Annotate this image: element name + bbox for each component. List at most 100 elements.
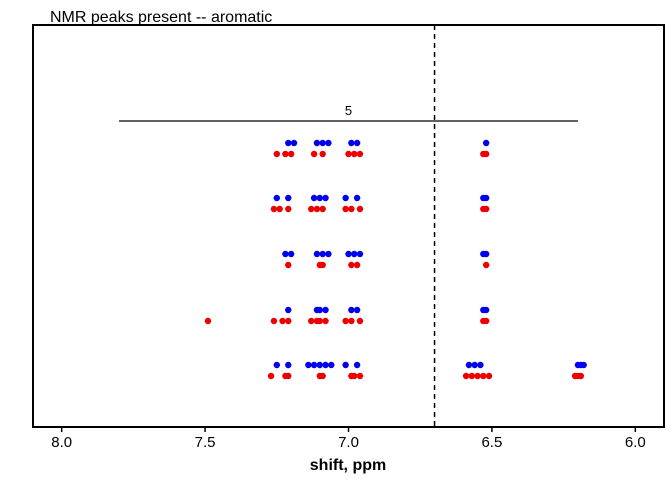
red-point-row4-7: [316, 317, 324, 325]
blue-point-row2-1: [273, 194, 280, 202]
blue-point-row5-7: [328, 361, 335, 369]
red-point-row5-7: [351, 372, 358, 380]
blue-point-row2-5: [322, 194, 329, 202]
red-point-row2-4: [308, 205, 315, 213]
x-axis-label: shift, ppm: [310, 457, 386, 474]
red-point-row1-6: [345, 150, 352, 158]
red-point-row4-8: [322, 317, 329, 325]
blue-point-row5-3: [305, 361, 312, 369]
red-point-row1-10: [482, 150, 490, 158]
blue-point-row5-4: [310, 361, 318, 369]
blue-point-row1-2: [290, 139, 298, 147]
blue-point-row2-2: [285, 194, 292, 202]
blue-point-row5-5: [316, 361, 324, 369]
red-point-row2-8: [348, 205, 355, 213]
red-point-row5-8: [356, 372, 364, 380]
red-point-row2-3: [285, 205, 292, 213]
blue-point-row3-2: [287, 250, 295, 258]
red-point-row3-1: [285, 261, 292, 269]
blue-point-row1-8: [482, 139, 490, 147]
blue-point-row5-2: [285, 361, 292, 369]
red-point-row3-6: [482, 261, 490, 269]
blue-point-row1-4: [319, 139, 326, 147]
blue-point-row1-7: [353, 139, 361, 147]
red-point-row4-10: [348, 317, 355, 325]
red-point-row4-1: [204, 317, 212, 325]
red-point-row1-1: [273, 150, 280, 158]
blue-point-row4-5: [348, 306, 355, 314]
blue-point-row4-1: [285, 306, 292, 314]
x-tick-label-5: 6.0: [625, 434, 646, 451]
x-tick-label-3: 7.0: [338, 434, 359, 451]
blue-point-row3-3: [313, 250, 321, 258]
red-point-row4-2: [270, 317, 278, 325]
red-point-row4-11: [356, 317, 364, 325]
blue-point-row5-8: [342, 361, 349, 369]
red-point-row1-7: [351, 150, 358, 158]
blue-point-row3-6: [345, 250, 352, 258]
blue-point-row5-11: [471, 361, 478, 369]
red-point-row1-5: [319, 150, 326, 158]
blue-point-row4-4: [322, 306, 329, 314]
red-point-row2-6: [319, 205, 326, 213]
blue-point-row4-6: [353, 306, 361, 314]
bracket-count-label: 5: [345, 103, 352, 118]
x-tick-label-2: 7.5: [195, 434, 216, 451]
blue-point-row5-9: [353, 361, 361, 369]
blue-point-row5-15: [580, 361, 587, 369]
red-point-row4-5: [308, 317, 315, 325]
red-point-row2-2: [276, 205, 283, 213]
blue-point-row2-3: [310, 194, 318, 202]
red-point-row4-3: [279, 317, 286, 325]
red-point-row5-1: [267, 372, 275, 380]
red-point-row1-2: [282, 150, 289, 158]
blue-point-row3-4: [319, 250, 326, 258]
red-point-row4-13: [482, 317, 490, 325]
red-point-row5-3: [285, 372, 292, 380]
red-point-row4-4: [285, 317, 292, 325]
red-point-row1-8: [356, 150, 364, 158]
red-point-row5-5: [319, 372, 326, 380]
red-point-row3-4: [348, 261, 355, 269]
red-point-row5-13: [485, 372, 493, 380]
red-point-row5-16: [577, 372, 585, 380]
blue-point-row3-5: [325, 250, 332, 258]
red-point-row4-9: [342, 317, 349, 325]
blue-point-row4-8: [482, 306, 490, 314]
blue-point-row1-1: [285, 139, 292, 147]
blue-point-row1-3: [313, 139, 321, 147]
x-tick-label-1: 8.0: [51, 434, 72, 451]
red-point-row2-1: [270, 205, 278, 213]
red-point-row5-11: [474, 372, 481, 380]
x-tick-label-4: 6.5: [481, 434, 502, 451]
blue-point-row2-9: [482, 194, 490, 202]
blue-point-row3-8: [356, 250, 364, 258]
red-point-row2-7: [342, 205, 349, 213]
plot-frame: [32, 24, 665, 428]
red-point-row5-10: [468, 372, 476, 380]
blue-point-row2-4: [316, 194, 324, 202]
blue-point-row1-5: [325, 139, 332, 147]
blue-point-row5-6: [322, 361, 329, 369]
red-point-row5-9: [462, 372, 470, 380]
red-point-row1-3: [287, 150, 295, 158]
blue-point-row1-6: [348, 139, 355, 147]
blue-point-row5-1: [273, 361, 280, 369]
red-point-row2-5: [313, 205, 321, 213]
red-point-row3-5: [353, 261, 361, 269]
blue-point-row4-3: [316, 306, 324, 314]
blue-point-row2-6: [342, 194, 349, 202]
blue-point-row3-1: [282, 250, 289, 258]
red-point-row2-9: [356, 205, 364, 213]
blue-point-row2-7: [353, 194, 361, 202]
red-point-row2-11: [482, 205, 490, 213]
red-point-row3-3: [319, 261, 326, 269]
chart-title: NMR peaks present -- aromatic: [50, 9, 272, 26]
red-point-row1-4: [310, 150, 318, 158]
blue-point-row5-12: [477, 361, 484, 369]
blue-point-row5-10: [465, 361, 473, 369]
blue-point-row3-7: [351, 250, 358, 258]
red-point-row5-12: [480, 372, 487, 380]
blue-point-row3-10: [482, 250, 490, 258]
